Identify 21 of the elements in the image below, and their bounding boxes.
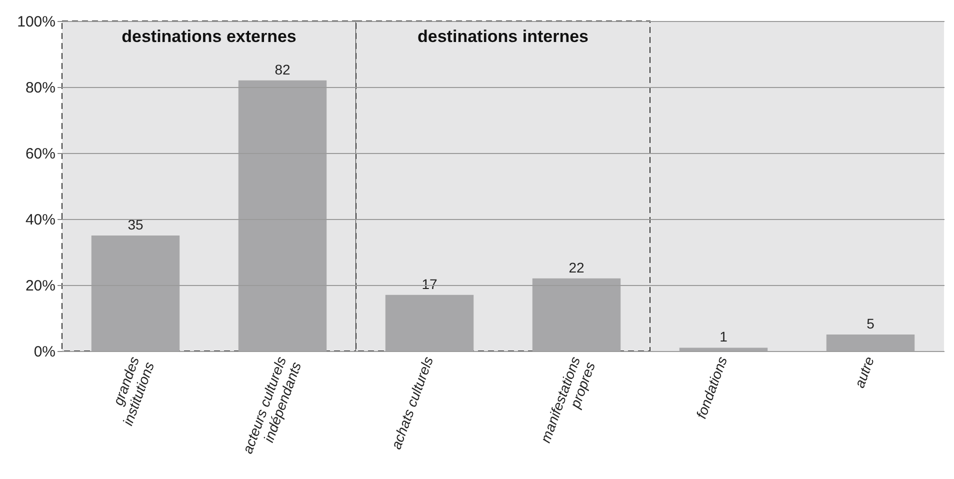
data-label: 35 <box>128 216 144 232</box>
y-tick-label: 20% <box>25 278 56 294</box>
data-label: 22 <box>568 259 584 276</box>
bar <box>238 80 327 351</box>
bar <box>385 294 474 351</box>
y-tick-label: 60% <box>25 146 56 162</box>
x-tick-label: autre <box>851 354 878 390</box>
bar <box>91 236 180 351</box>
y-tick-label: 40% <box>25 212 56 228</box>
data-label: 82 <box>274 61 290 78</box>
y-tick-label: 80% <box>25 80 56 96</box>
bar <box>532 278 621 351</box>
y-tick-label: 0% <box>34 344 56 360</box>
bar <box>679 348 768 351</box>
y-tick-label: 100% <box>17 14 56 30</box>
bar <box>826 334 915 351</box>
data-label: 5 <box>866 316 875 332</box>
band-label: destinations externes <box>122 27 296 46</box>
x-tick-label: achats culturels <box>388 354 436 452</box>
data-label: 1 <box>720 328 728 345</box>
band-label: destinations internes <box>418 27 588 46</box>
